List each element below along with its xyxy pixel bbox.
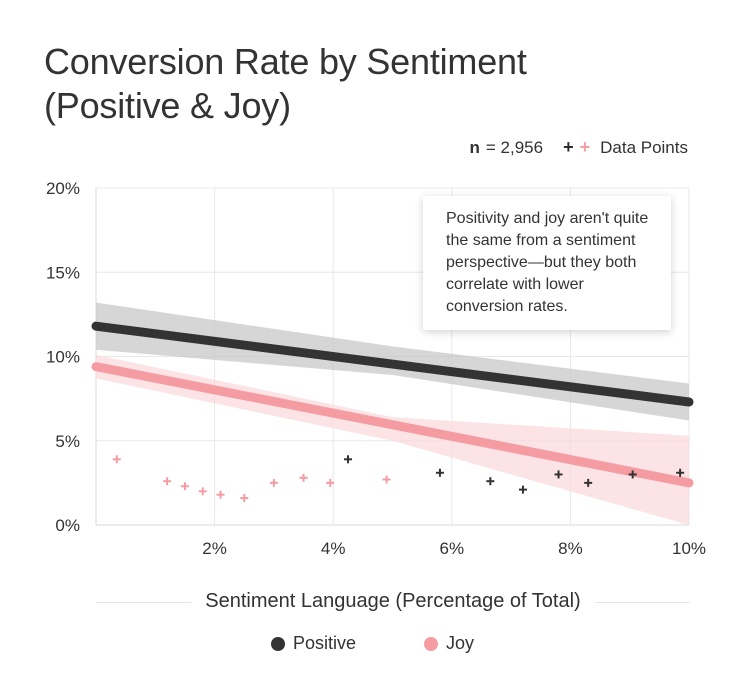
data-point-positive-3 <box>518 485 527 494</box>
data-point-positive-0 <box>344 455 353 464</box>
data-point-positive-2 <box>486 477 495 486</box>
trend-line-positive <box>91 321 694 407</box>
sample-size-legend: n = 2,956 + + Data Points <box>469 137 688 158</box>
annotation-callout: Positivity and joy aren't quite the same… <box>423 196 671 330</box>
trend-line-joy <box>91 362 694 488</box>
data-point-positive-6 <box>628 470 637 479</box>
legend-label-positive: Positive <box>292 633 356 653</box>
y-tick-label-3: 15% <box>46 263 80 282</box>
data-point-joy-2 <box>180 482 189 491</box>
x-tick-label-3: 8% <box>558 539 583 558</box>
legend-item-positive: Positive <box>270 633 356 654</box>
y-tick-label-1: 5% <box>55 432 80 451</box>
legend-swatch-positive <box>270 636 285 651</box>
data-point-joy-0 <box>112 455 121 464</box>
data-point-layer <box>112 455 685 503</box>
legend-swatch-joy <box>424 636 438 651</box>
chart-title-line-1: Conversion Rate by Sentiment <box>44 41 527 82</box>
data-point-joy-6 <box>269 478 278 487</box>
data-point-positive-7 <box>676 468 685 477</box>
chart-title-line-2: (Positive & Joy) <box>44 85 291 126</box>
data-point-joy-3 <box>198 487 207 496</box>
x-tick-label-4: 10% <box>672 539 706 558</box>
data-point-positive-5 <box>584 478 593 487</box>
data-point-joy-9 <box>382 475 391 484</box>
data-point-joy-1 <box>163 477 172 486</box>
tick-label-layer: 0% 5% 10% 15% 20% 2% 4% 6% 8% 10% <box>46 179 706 558</box>
data-point-joy-4 <box>216 490 225 499</box>
x-axis-title-block: Sentiment Language (Percentage of Total) <box>96 588 690 618</box>
n-value: = 2,956 <box>485 137 544 157</box>
plus-pink-icon: + <box>579 137 591 157</box>
legend-item-joy: Joy <box>384 633 474 654</box>
y-tick-label-2: 10% <box>46 348 80 367</box>
data-point-joy-5 <box>240 494 249 503</box>
data-point-joy-8 <box>326 478 335 487</box>
n-label: n <box>469 137 480 157</box>
series-legend: Positive Joy <box>0 633 745 654</box>
x-axis-title: Sentiment Language (Percentage of Total) <box>191 590 595 612</box>
x-tick-label-1: 4% <box>321 539 346 558</box>
trend-line-layer <box>91 321 694 488</box>
data-points-label: Data Points <box>600 137 688 157</box>
y-tick-label-0: 0% <box>55 516 80 535</box>
chart-title: Conversion Rate by Sentiment (Positive &… <box>44 40 527 128</box>
data-point-positive-1 <box>435 468 444 477</box>
x-tick-label-0: 2% <box>202 539 227 558</box>
y-tick-label-4: 20% <box>46 179 80 198</box>
legend-label-joy: Joy <box>446 633 475 653</box>
data-point-positive-4 <box>554 470 563 479</box>
x-tick-label-2: 6% <box>440 539 465 558</box>
data-point-joy-7 <box>299 473 308 482</box>
plus-dark-icon: + <box>563 137 574 157</box>
